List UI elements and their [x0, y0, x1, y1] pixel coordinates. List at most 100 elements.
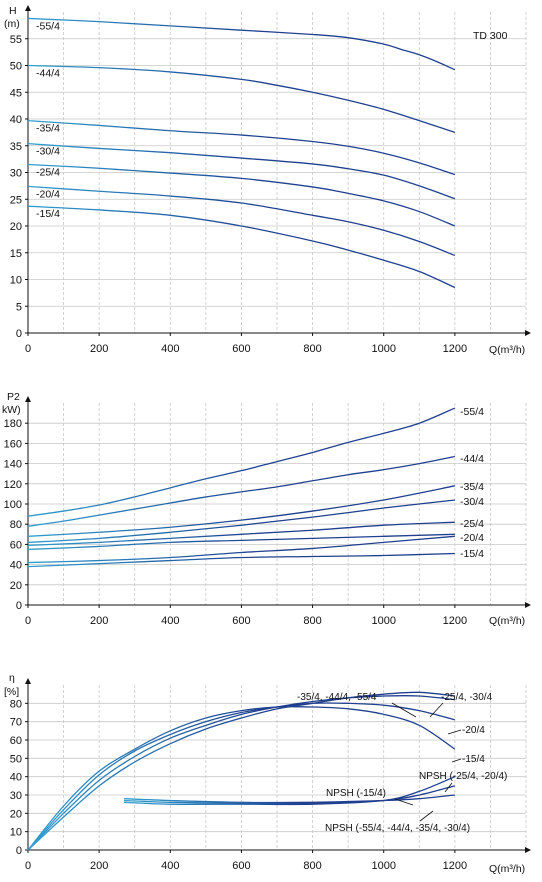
- efficiency-y-arrow: [25, 678, 31, 684]
- power-chart: 0 20 40 60 80 100 120 140 160 180 0 200 400 600 800 100…: [2, 391, 531, 627]
- efficiency-series-line: [27, 695, 455, 851]
- efficiency-y-unit: [%]: [4, 686, 19, 698]
- power-y-tick-label: 80: [10, 519, 22, 531]
- efficiency-annotations: -35/4, -44/4, -55/4 -25/4, -30/4 -20/4 -…: [297, 692, 507, 834]
- head-series-line: [27, 205, 456, 289]
- power-series-label: -55/4: [460, 406, 484, 418]
- head-chart-title: TD 300: [473, 30, 508, 42]
- head-y-tick-label: 10: [10, 275, 22, 287]
- head-x-arrow: [525, 330, 531, 336]
- efficiency-series-line: [27, 706, 456, 851]
- power-y-unit: kW): [2, 404, 21, 416]
- head-y-tick-label: 35: [10, 141, 22, 153]
- head-series-label: -20/4: [36, 188, 60, 200]
- power-series-line: [27, 535, 455, 564]
- head-x-tick-label: 200: [90, 343, 108, 355]
- efficiency-series-line: [124, 785, 456, 805]
- power-x-tick-label: 1200: [443, 615, 467, 627]
- head-x-label: Q(m³/h): [489, 344, 525, 356]
- head-series-line: [27, 185, 456, 257]
- power-x-tick-label: 0: [25, 615, 31, 627]
- efficiency-y-label: η: [9, 672, 15, 684]
- annotation-20: -20/4: [462, 725, 485, 736]
- head-y-tick-label: 55: [10, 34, 22, 46]
- efficiency-y-tick-label: 40: [10, 772, 22, 784]
- efficiency-x-tick-label: 600: [232, 860, 250, 872]
- efficiency-y-tick-label: 20: [10, 808, 22, 820]
- power-y-tick-label: 120: [4, 479, 22, 491]
- power-ticks: 0 20 40 60 80 100 120 140 160 180 0 200 400 600 800 100…: [4, 418, 467, 627]
- efficiency-y-tick-label: 30: [10, 790, 22, 802]
- power-series: -55/4 -44/4 -35/4 -30/4 -25/4 -20/4 -15/4: [27, 406, 484, 568]
- power-axes: [25, 396, 531, 608]
- head-y-tick-label: 30: [10, 168, 22, 180]
- head-ticks: 0 5 10 15 20 25 30 35 40 45 50 55 0 200 400 600 800 1000 1…: [10, 34, 467, 355]
- head-series-line: [27, 64, 456, 133]
- head-y-tick-label: 5: [16, 301, 22, 313]
- head-series-label: -35/4: [36, 123, 60, 135]
- power-x-tick-label: 800: [303, 615, 321, 627]
- power-x-arrow: [525, 602, 531, 608]
- power-series-label: -44/4: [460, 453, 484, 465]
- head-x-tick-label: 1200: [443, 343, 467, 355]
- head-x-tick-label: 0: [25, 343, 31, 355]
- head-series-label: -15/4: [36, 208, 60, 220]
- power-y-tick-label: 180: [4, 418, 22, 430]
- efficiency-x-tick-label: 1000: [371, 860, 395, 872]
- head-x-tick-label: 400: [161, 343, 179, 355]
- efficiency-x-tick-label: 200: [90, 860, 108, 872]
- power-series-label: -30/4: [460, 496, 484, 508]
- head-y-tick-label: 15: [10, 248, 22, 260]
- power-y-arrow: [25, 396, 31, 402]
- annotation-npsh-55-44-35-30: NPSH (-55/4, -44/4, -35/4, -30/4): [325, 823, 470, 834]
- head-series-label: -25/4: [36, 166, 60, 178]
- power-series-label: -25/4: [460, 518, 484, 530]
- power-y-tick-label: 0: [16, 600, 22, 612]
- leader-npsh-25-20: [444, 782, 453, 793]
- head-series-line: [27, 163, 456, 227]
- head-series-label: -30/4: [36, 146, 60, 158]
- head-series: -55/4 -44/4 -35/4 -30/4 -25/4 -20/4 -15/4: [27, 17, 456, 289]
- efficiency-x-tick-label: 400: [161, 860, 179, 872]
- power-series-label: -35/4: [460, 481, 484, 493]
- power-x-tick-label: 1000: [371, 615, 395, 627]
- head-x-tick-label: 1000: [371, 343, 395, 355]
- power-x-tick-label: 400: [161, 615, 179, 627]
- head-y-tick-label: 50: [10, 61, 22, 73]
- efficiency-x-tick-label: 0: [25, 860, 31, 872]
- head-y-unit: (m): [4, 18, 20, 30]
- head-series-label: -55/4: [36, 20, 60, 32]
- efficiency-y-tick-label: 80: [10, 698, 22, 710]
- power-x-tick-label: 200: [90, 615, 108, 627]
- annotation-15: -15/4: [462, 754, 485, 765]
- power-series-line: [27, 407, 456, 517]
- head-y-tick-label: 45: [10, 87, 22, 99]
- leader-npsh-55-44-35-30: [419, 810, 434, 822]
- power-series-line: [27, 552, 455, 568]
- power-series-line: [27, 521, 455, 547]
- efficiency-x-tick-label: 1200: [443, 860, 467, 872]
- power-y-tick-label: 140: [4, 459, 22, 471]
- head-y-label: H: [9, 5, 17, 17]
- power-series-label: -15/4: [460, 548, 484, 560]
- efficiency-series-line: [124, 776, 456, 806]
- head-series-label: -44/4: [36, 68, 60, 80]
- efficiency-series-line: [27, 691, 455, 851]
- efficiency-x-label: Q(m³/h): [489, 863, 525, 875]
- head-y-tick-label: 0: [16, 328, 22, 340]
- efficiency-series: [27, 691, 456, 851]
- power-y-tick-label: 160: [4, 438, 22, 450]
- head-y-tick-label: 40: [10, 114, 22, 126]
- power-x-label: Q(m³/h): [489, 615, 525, 627]
- efficiency-y-tick-label: 0: [16, 845, 22, 857]
- annotation-35-44-55: -35/4, -44/4, -55/4: [297, 692, 377, 703]
- leader-npsh-15: [394, 798, 414, 806]
- power-y-tick-label: 40: [10, 560, 22, 572]
- head-y-arrow: [25, 5, 31, 11]
- head-series-line: [27, 119, 456, 176]
- efficiency-y-tick-label: 70: [10, 717, 22, 729]
- leader-20: [447, 729, 462, 735]
- power-y-tick-label: 20: [10, 580, 22, 592]
